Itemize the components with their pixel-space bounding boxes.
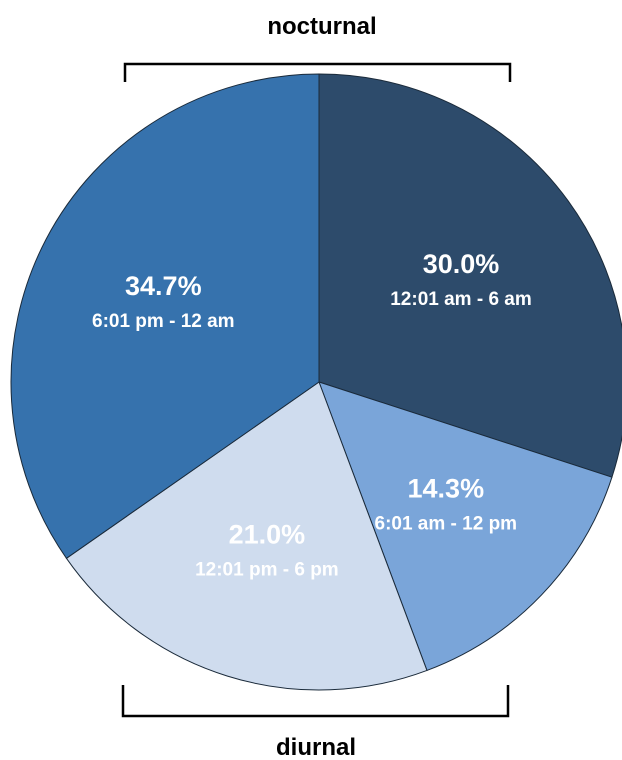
slice-percent-label: 30.0%: [423, 249, 500, 279]
nocturnal-label: nocturnal: [267, 13, 376, 40]
slice-percent-label: 14.3%: [408, 473, 485, 503]
pie-slice-4: [10, 73, 320, 560]
nocturnal-bracket: [123, 62, 512, 82]
slice-percent-label: 21.0%: [229, 520, 306, 550]
slice-percent-label: 34.7%: [125, 271, 202, 301]
pie-slice-1: [318, 73, 622, 478]
slice-time-range-label: 6:01 pm - 12 am: [92, 311, 235, 332]
pie-slice-3: [65, 381, 428, 691]
slice-time-range-label: 12:01 pm - 6 pm: [195, 560, 339, 581]
diurnal-bracket: [121, 685, 510, 718]
slice-time-range-label: 12:01 am - 6 am: [390, 289, 532, 310]
pie-labels: 30.0% 12:01 am - 6 am 14.3% 6:01 am - 12 pm…: [92, 249, 532, 581]
diurnal-label: diurnal: [276, 734, 356, 760]
pie-slice-2: [318, 381, 613, 672]
slice-time-range-label: 6:01 am - 12 pm: [375, 513, 518, 534]
pie-slices: [10, 73, 622, 691]
